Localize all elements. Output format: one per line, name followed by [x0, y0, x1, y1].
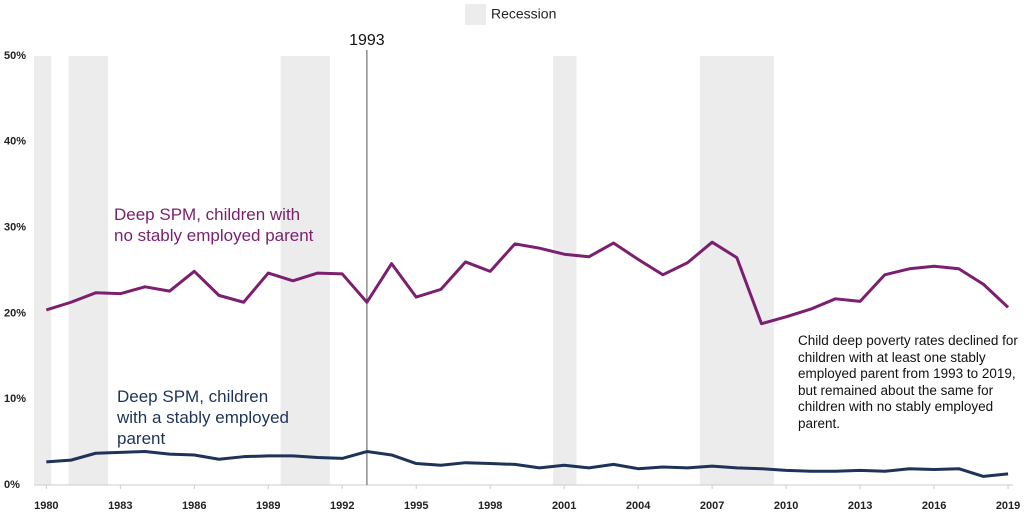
x-tick-label: 1980 [34, 500, 58, 512]
legend-swatch [465, 4, 486, 25]
x-tick-label: 2007 [700, 500, 724, 512]
x-tick-label: 2001 [552, 500, 576, 512]
y-tick-label: 40% [4, 136, 26, 148]
recession-band [699, 56, 774, 485]
y-tick-label: 0% [4, 479, 20, 491]
x-tick-label: 2019 [996, 500, 1020, 512]
recession-band [34, 56, 52, 485]
highlight-label: 1993 [349, 32, 385, 49]
x-tick-label: 1989 [256, 500, 280, 512]
x-tick-label: 1995 [404, 500, 428, 512]
y-tick-label: 10% [4, 393, 26, 405]
series-label: Deep SPM, children with no stably employ… [114, 205, 314, 245]
series-line [46, 450, 1009, 478]
x-tick-label: 1992 [330, 500, 354, 512]
y-tick-label: 20% [4, 307, 26, 319]
x-tick-label: 1986 [182, 500, 206, 512]
x-tick-label: 2016 [922, 500, 946, 512]
recession-band [280, 56, 330, 485]
x-tick-label: 1998 [478, 500, 502, 512]
legend-label: Recession [491, 6, 556, 22]
x-tick-label: 2004 [626, 500, 651, 512]
x-tick-label: 2010 [774, 500, 798, 512]
x-tick-label: 2013 [848, 500, 872, 512]
recession-band [553, 56, 577, 485]
y-tick-label: 50% [4, 50, 26, 62]
series-line [45, 240, 1010, 326]
y-tick-label: 30% [4, 222, 26, 234]
series-label: Deep SPM, children with a stably employe… [117, 387, 289, 448]
x-tick-label: 1983 [108, 500, 132, 512]
recession-band [68, 56, 108, 485]
annotation: Child deep poverty rates declined for ch… [798, 333, 1018, 431]
